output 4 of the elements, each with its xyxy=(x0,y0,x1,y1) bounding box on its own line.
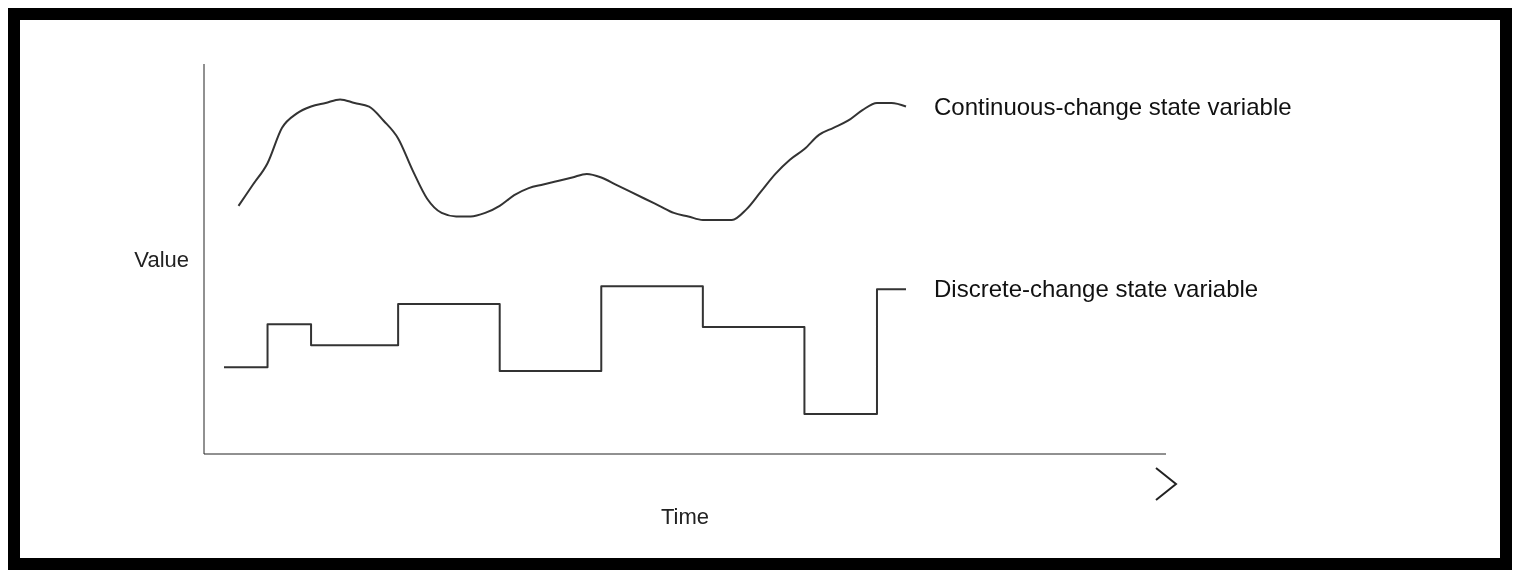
series-label: Continuous-change state variable xyxy=(934,92,1292,120)
x-axis-title: Time xyxy=(660,504,710,529)
series-label: Discrete-change state variable xyxy=(934,275,1259,303)
y-axis-title: Value xyxy=(134,246,189,272)
